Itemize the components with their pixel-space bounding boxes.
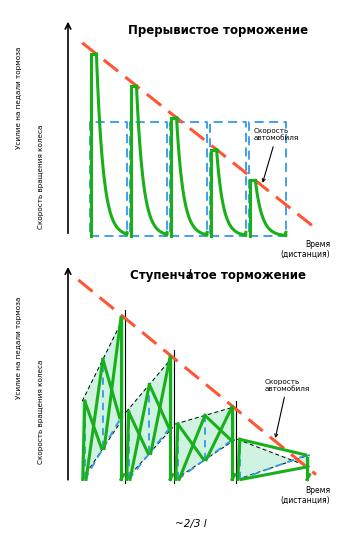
Text: Прерывистое торможение: Прерывистое торможение — [128, 24, 308, 37]
Text: Скорость вращения колеса: Скорость вращения колеса — [38, 125, 44, 229]
Text: l: l — [188, 269, 191, 282]
Text: Скорость
автомобиля: Скорость автомобиля — [265, 379, 310, 437]
Text: ~2/3 l: ~2/3 l — [175, 519, 207, 529]
Text: Скорость вращения колеса: Скорость вращения колеса — [38, 359, 44, 464]
Polygon shape — [126, 357, 173, 479]
Polygon shape — [175, 407, 235, 479]
Polygon shape — [82, 317, 123, 479]
Text: Усилие на педали тормоза: Усилие на педали тормоза — [16, 47, 22, 149]
Text: Усилие на педали тормоза: Усилие на педали тормоза — [16, 297, 22, 399]
Text: Скорость
автомобиля: Скорость автомобиля — [254, 128, 299, 182]
Text: Время
(дистанция): Время (дистанция) — [280, 240, 330, 259]
Polygon shape — [237, 439, 310, 479]
Text: Ступенчатое торможение: Ступенчатое торможение — [130, 269, 306, 282]
Text: Время
(дистанция): Время (дистанция) — [280, 486, 330, 505]
